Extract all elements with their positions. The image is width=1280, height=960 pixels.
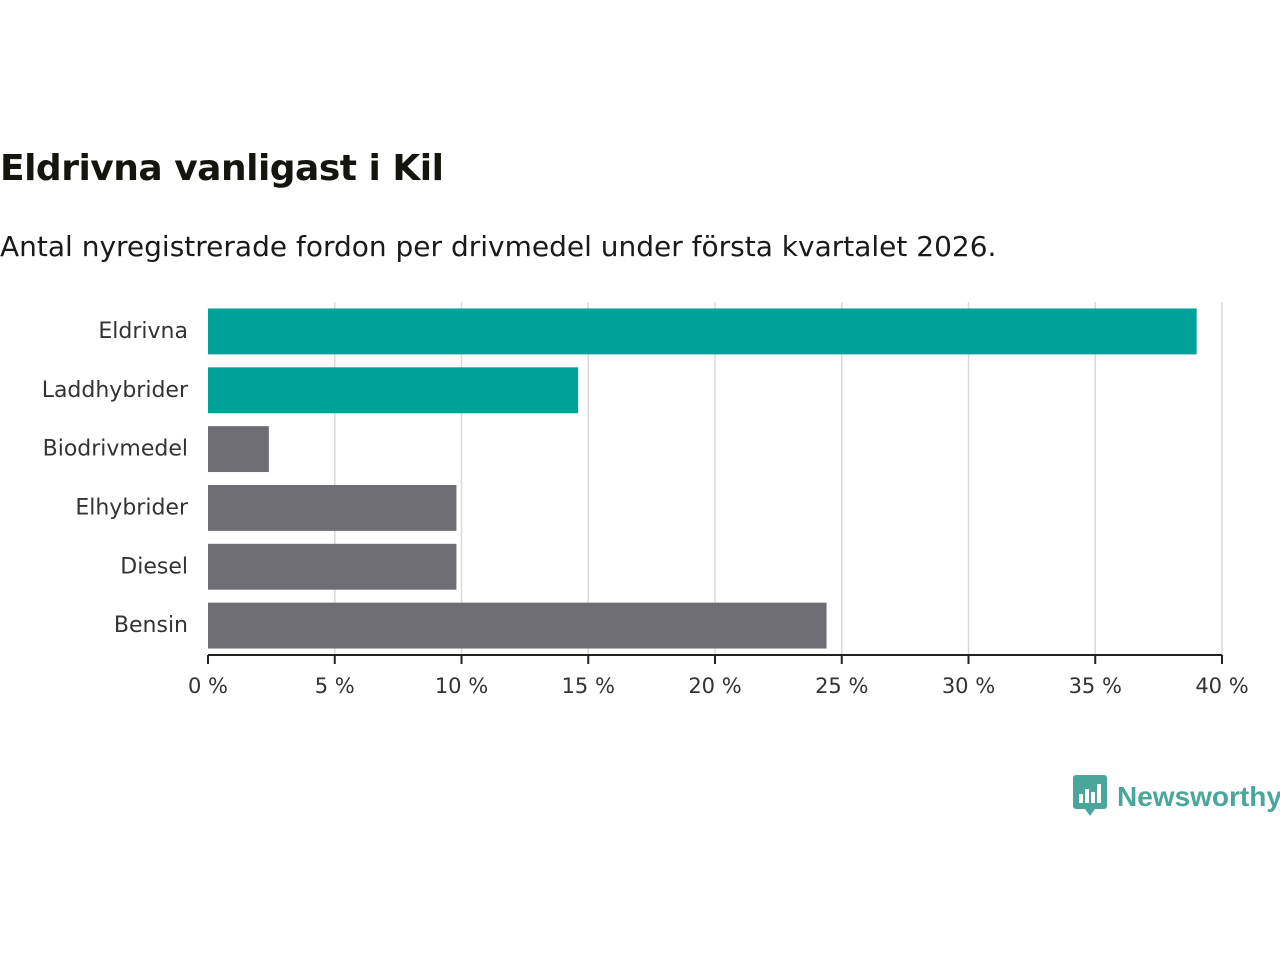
x-tick-label: 5 % — [315, 674, 355, 698]
chart-title: Eldrivna vanligast i Kil — [0, 148, 444, 189]
bar-biodrivmedel — [208, 426, 269, 473]
chart-subtitle: Antal nyregistrerade fordon per drivmede… — [0, 230, 997, 263]
bar-bensin — [208, 602, 827, 649]
x-tick-label: 25 % — [815, 674, 868, 698]
bar-elhybrider — [208, 484, 457, 531]
category-label: Bensin — [114, 613, 188, 638]
bars — [208, 308, 1197, 649]
bar-diesel — [208, 543, 457, 590]
bar-chart: 0 % 5 % 10 % 15 % 20 % 25 % 30 % 35 % 40 % Eldri… — [42, 302, 1249, 698]
grid-lines — [334, 302, 1223, 655]
x-tick-label: 20 % — [688, 674, 741, 698]
category-label: Eldrivna — [98, 319, 188, 344]
x-tick-label: 15 % — [562, 674, 615, 698]
category-labels: Eldrivna Laddhybrider Biodrivmedel Elhybrid… — [42, 319, 189, 638]
newsworthy-logo-icon — [1073, 775, 1107, 816]
category-label: Biodrivmedel — [43, 437, 188, 462]
category-label: Diesel — [120, 554, 188, 579]
newsworthy-logo: Newsworthy — [1073, 775, 1280, 819]
bar-eldrivna — [208, 308, 1197, 355]
x-axis: 0 % 5 % 10 % 15 % 20 % 25 % 30 % 35 % 40 % — [188, 654, 1249, 698]
bar-laddhybrider — [208, 367, 579, 414]
x-tick-label: 30 % — [942, 674, 995, 698]
x-tick-label: 10 % — [435, 674, 488, 698]
category-label: Elhybrider — [75, 495, 189, 520]
x-tick-label: 0 % — [188, 674, 228, 698]
category-label: Laddhybrider — [42, 378, 189, 403]
x-tick-label: 40 % — [1195, 674, 1248, 698]
x-tick-label: 35 % — [1069, 674, 1122, 698]
newsworthy-logo-text: Newsworthy — [1117, 781, 1280, 812]
